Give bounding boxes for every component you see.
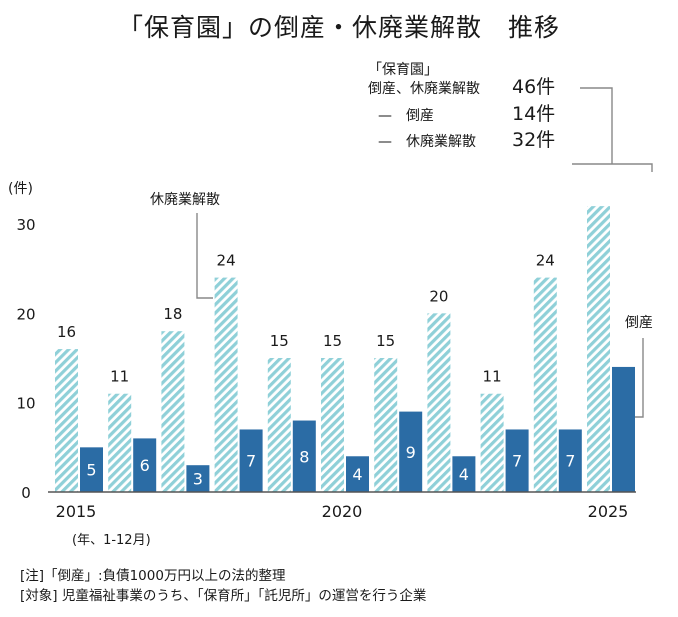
bankruptcy-value-label: 4 [352,465,362,484]
bankruptcy-value-label: 7 [512,452,522,471]
closure-value-label: 15 [376,332,395,350]
bankruptcy-bar-2025 [612,366,635,492]
bankruptcy-value-label: 7 [565,452,575,471]
note-scope: [対象] 児童福祉事業のうち、「保育所」「託児所」の運営を行う企業 [20,588,427,604]
closure-bar-2025 [587,206,610,492]
bankruptcy-value-label: 5 [86,461,96,480]
callout-total: 46件 [512,76,556,98]
closure-value-label: 18 [163,305,182,323]
closure-bar-2019 [267,358,291,492]
closure-value-label: 11 [483,368,502,386]
bankruptcy-value-label: 3 [193,470,203,489]
closure-value-label: 15 [270,332,289,350]
closure-bar-2016 [108,393,132,492]
bankruptcy-bar-2020 [346,456,369,492]
bankruptcy-value-label: 9 [406,443,416,462]
bankruptcy-bar-2023 [505,429,529,492]
notes: [注]「倒産」:負債1000万円以上の法的整理 [対象] 児童福祉事業のうち、「… [20,566,426,606]
closure-annotation: 休廃業解散 [150,191,220,208]
closure-value-label: 16 [57,323,76,341]
closure-value-label: 20 [429,287,448,305]
closure-value-label: 15 [323,332,342,350]
closure-value-label: 24 [217,252,236,270]
bankruptcy-value-label: 6 [140,456,150,475]
closure-bar-2022 [427,313,451,492]
closure-bar-2020 [321,358,344,492]
x-tick-label: 2015 [56,502,97,521]
chart-title: 「保育園」の倒産・休廃業解散 推移 [117,13,560,42]
closure-bar-2023 [480,393,504,492]
closure-bar-2015 [55,349,78,492]
bankruptcy-bar-2018 [239,429,263,492]
y-tick-label: 10 [16,395,35,413]
callout-bracket [572,87,653,172]
callout-closure-label: — 休廃業解散 [378,134,476,150]
note-bankruptcy-definition: [注]「倒産」:負債1000万円以上の法的整理 [20,568,286,584]
closure-bar-2024 [533,277,557,492]
closure-value-label: 24 [536,252,555,270]
closure-value-label: 11 [110,368,129,386]
bankruptcy-bar-2016 [133,438,157,492]
closure-bar-2017 [161,331,185,492]
callout-heading-line2: 倒産、休廃業解散 [368,81,480,97]
bankruptcy-bar-2017 [186,465,210,492]
y-unit-label: (件) [8,181,33,197]
closure-bar-2018 [214,277,238,492]
x-tick-label: 2020 [322,502,363,521]
bankruptcy-bar-2024 [558,429,582,492]
period-label: (年、1-12月) [72,533,151,548]
bankruptcy-bar-2015 [80,447,103,492]
y-tick-label: 30 [16,216,35,234]
bankruptcy-value-label: 7 [246,452,256,471]
y-tick-label: 0 [21,484,31,502]
closure-bar-2021 [374,358,398,492]
bankruptcy-bar-2019 [292,420,316,492]
bankruptcy-bar-2021 [399,411,423,492]
callout-bankruptcy-value: 14件 [512,103,556,125]
closure-annotation-line [196,213,213,299]
callout-bankruptcy-label: — 倒産 [378,108,434,124]
bankruptcy-value-label: 4 [459,465,469,484]
bankruptcy-annotation: 倒産 [625,315,653,331]
y-tick-label: 20 [16,305,35,323]
callout-closure-value: 32件 [512,129,556,151]
callout-heading-line1: 「保育園」 [368,62,438,78]
bankruptcy-value-label: 8 [299,447,309,466]
x-tick-label: 2025 [588,502,629,521]
bankruptcy-bar-2022 [452,456,476,492]
